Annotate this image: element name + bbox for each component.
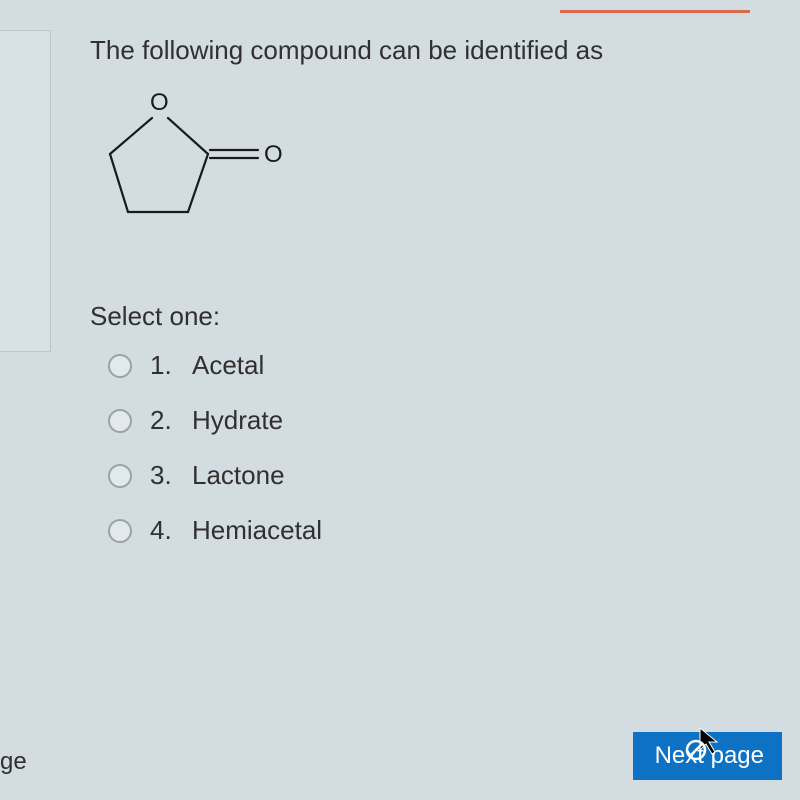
prev-page-fragment[interactable]: ge xyxy=(0,744,33,780)
carbonyl-oxygen-label: O xyxy=(264,141,283,168)
radio-icon[interactable] xyxy=(108,354,132,378)
next-page-label: Next page xyxy=(655,742,764,770)
left-panel-stub xyxy=(0,30,51,352)
ring-oxygen-label: O xyxy=(150,89,169,116)
option-label: Lactone xyxy=(192,460,285,491)
radio-icon[interactable] xyxy=(108,464,132,488)
top-accent-border xyxy=(560,0,750,13)
select-one-label: Select one: xyxy=(90,301,760,332)
option-hydrate[interactable]: 2. Hydrate xyxy=(108,405,760,436)
question-prompt: The following compound can be identified… xyxy=(90,35,760,66)
option-label: Hemiacetal xyxy=(192,515,322,546)
option-number: 1. xyxy=(150,350,192,381)
option-number: 3. xyxy=(150,460,192,491)
option-lactone[interactable]: 3. Lactone xyxy=(108,460,760,491)
radio-icon[interactable] xyxy=(108,519,132,543)
radio-icon[interactable] xyxy=(108,409,132,433)
next-page-button[interactable]: Next page xyxy=(633,732,782,780)
option-hemiacetal[interactable]: 4. Hemiacetal xyxy=(108,515,760,546)
compound-structure: O O xyxy=(90,82,310,252)
options-list: 1. Acetal 2. Hydrate 3. Lactone 4. Hemia… xyxy=(108,350,760,546)
option-label: Hydrate xyxy=(192,405,283,436)
option-label: Acetal xyxy=(192,350,264,381)
option-number: 4. xyxy=(150,515,192,546)
option-number: 2. xyxy=(150,405,192,436)
option-acetal[interactable]: 1. Acetal xyxy=(108,350,760,381)
question-container: The following compound can be identified… xyxy=(90,35,760,570)
